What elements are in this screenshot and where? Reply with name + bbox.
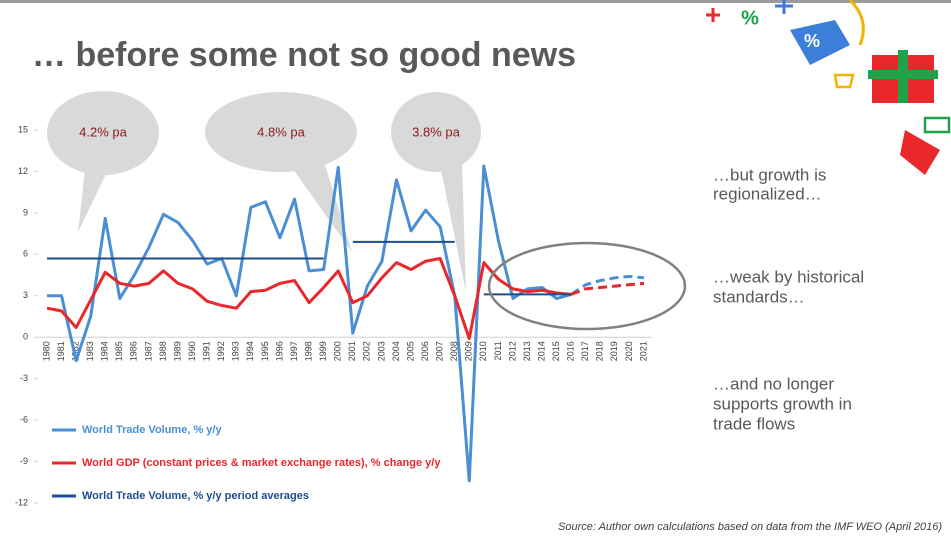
x-tick-label: 2000 <box>333 341 343 361</box>
plus-icon <box>775 0 793 14</box>
x-tick-label: 1995 <box>260 341 270 361</box>
x-tick-label: 1983 <box>85 341 95 361</box>
highlight-ellipse <box>487 241 687 331</box>
y-tick-label: 0 <box>23 332 28 342</box>
x-tick-label: 2009 <box>464 341 474 361</box>
x-tick-label: 1988 <box>158 341 168 361</box>
x-tick-label: 1996 <box>274 341 284 361</box>
x-tick-label: 2013 <box>522 341 532 361</box>
x-tick-label: 1989 <box>172 341 182 361</box>
x-tick-label: 1990 <box>187 341 197 361</box>
y-tick-label: -3 <box>20 373 28 383</box>
x-tick-label: 2011 <box>493 341 503 360</box>
plus-icon <box>706 8 720 22</box>
y-tick-label: 15 <box>18 124 28 134</box>
x-tick-label: 2019 <box>609 341 619 361</box>
x-tick-label: 2016 <box>566 341 576 361</box>
annotation: 4.2% pa <box>79 124 127 139</box>
x-tick-label: 1986 <box>129 341 139 361</box>
source-note: Source: Author own calculations based on… <box>558 521 942 533</box>
price-tag <box>900 130 940 175</box>
x-tick-label: 2018 <box>595 341 605 361</box>
cart-icon <box>833 73 855 89</box>
bubble-tail <box>78 170 108 232</box>
x-tick-label: 2017 <box>580 341 590 361</box>
x-tick-label: 1999 <box>318 341 328 361</box>
bubble <box>205 92 357 172</box>
tag-percent: % <box>804 31 820 51</box>
annotation: 3.8% pa <box>412 124 460 139</box>
side-note: …but growth is <box>713 165 826 184</box>
ribbon <box>848 0 865 46</box>
legend-label: World Trade Volume, % y/y <box>82 424 222 436</box>
side-note: …and no longer <box>713 374 834 393</box>
x-tick-label: 2003 <box>376 341 386 361</box>
y-tick-label: 12 <box>18 166 28 176</box>
annotation: 4.8% pa <box>257 124 305 139</box>
series-line <box>47 164 572 483</box>
x-tick-label: 2010 <box>478 341 488 361</box>
y-tick-label: -12 <box>15 497 28 507</box>
projection-line <box>570 274 645 296</box>
x-tick-label: 1993 <box>231 341 241 361</box>
side-note: …weak by historical <box>713 267 864 286</box>
x-tick-label: 2007 <box>435 341 445 361</box>
x-tick-label: 1997 <box>289 341 299 361</box>
x-tick-label: 1994 <box>245 341 255 361</box>
gift-ribbon <box>868 70 938 79</box>
side-note: supports growth in <box>713 394 852 413</box>
x-tick-label: 2001 <box>347 341 357 361</box>
series-line <box>46 256 572 341</box>
x-tick-label: 1998 <box>303 341 313 361</box>
x-tick-label: 1987 <box>143 341 153 361</box>
y-tick-label: 6 <box>23 249 28 259</box>
x-tick-label: 1980 <box>41 341 51 361</box>
x-tick-label: 2012 <box>507 341 517 361</box>
y-tick-label: 3 <box>23 290 28 300</box>
percent-icon: % <box>741 7 759 29</box>
x-tick-label: 2014 <box>536 341 546 361</box>
bubble <box>391 92 481 172</box>
side-note: trade flows <box>713 414 795 433</box>
x-tick-label: 1985 <box>114 341 124 361</box>
decor-icons: % % <box>706 0 951 175</box>
x-tick-label: 1992 <box>216 341 226 361</box>
x-tick-label: 2002 <box>362 341 372 361</box>
x-tick-label: 2006 <box>420 341 430 361</box>
y-tick-label: -9 <box>20 456 28 466</box>
x-tick-label: 1984 <box>100 341 110 361</box>
price-tag <box>790 20 850 65</box>
top-border <box>0 0 951 3</box>
x-tick-label: 2008 <box>449 341 459 361</box>
projection-line <box>570 281 645 296</box>
speech-bubbles: 4.2% pa 4.8% pa 3.8% pa <box>47 91 481 292</box>
basket-icon <box>923 116 951 134</box>
bubble-tail <box>290 165 352 252</box>
x-tick-label: 2020 <box>624 341 634 361</box>
x-tick-label: 1981 <box>56 341 66 361</box>
legend-label: World Trade Volume, % y/y period average… <box>82 490 309 502</box>
x-tick-label: 2004 <box>391 341 401 361</box>
bubble-tail <box>440 160 466 292</box>
legend-label: World GDP (constant prices & market exch… <box>82 457 441 469</box>
x-tick-label: 2015 <box>551 341 561 361</box>
side-note: regionalized… <box>713 184 822 203</box>
y-tick-label: 9 <box>23 207 28 217</box>
bubble <box>47 91 159 175</box>
side-notes: …but growth is regionalized… …weak by hi… <box>713 165 864 433</box>
x-tick-label: 2005 <box>405 341 415 361</box>
x-tick-label: 2021 <box>638 341 648 361</box>
slide-title: … before some not so good news <box>32 36 576 74</box>
side-note: standards… <box>713 287 805 306</box>
x-tick-label: 1991 <box>202 341 212 361</box>
y-tick-label: -6 <box>20 414 28 424</box>
